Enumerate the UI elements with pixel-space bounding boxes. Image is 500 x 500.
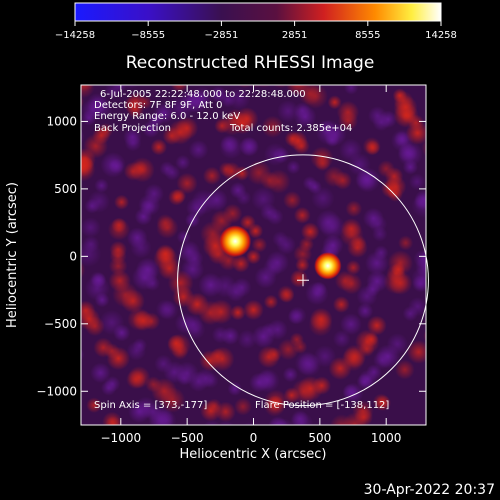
annotation-counts: Total counts: 2.385e+04 (229, 123, 352, 134)
x-tick-label: 0 (250, 431, 258, 445)
x-tick-label: 500 (308, 431, 331, 445)
annotation-detectors: Detectors: 7F 8F 9F, Att 0 (94, 100, 222, 111)
chart-title: Reconstructed RHESSI Image (126, 53, 375, 73)
axis-ticks: −1000 −500 0 500 1000 −1000 −500 0 500 1000 (36, 85, 426, 445)
colorbar-tick-label: 8555 (355, 30, 380, 41)
colorbar-tick-label: −8555 (131, 30, 165, 41)
y-tick-label: −1000 (36, 384, 77, 398)
y-tick-label: −500 (44, 317, 77, 331)
flare-source (314, 252, 342, 280)
annotation-spin-axis: Spin Axis = [373,-177] (94, 400, 207, 411)
sun-center-marker (296, 274, 309, 287)
x-tick-label: −500 (171, 431, 204, 445)
colorbar (74, 2, 442, 22)
colorbar-ticks: −14258 −8555 −2851 2851 8555 14258 (55, 21, 457, 41)
x-tick-label: 1000 (371, 431, 402, 445)
colorbar-tick-label: −14258 (55, 30, 95, 41)
y-axis-label: Heliocentric Y (arcsec) (5, 182, 20, 328)
annotation-flare-position: Flare Position = [-138,112] (255, 400, 389, 411)
plot-timestamp: 30-Apr-2022 20:37 (363, 482, 495, 498)
x-tick-label: −1000 (101, 431, 142, 445)
flare-source (219, 225, 252, 258)
annotation-time-range: 6-Jul-2005 22:22:48.000 to 22:28:48.000 (100, 89, 306, 100)
colorbar-tick-label: 14258 (425, 30, 457, 41)
annotation-energy: Energy Range: 6.0 - 12.0 keV (94, 111, 240, 122)
y-tick-label: 1000 (46, 114, 77, 128)
annotation-method: Back Projection (94, 123, 171, 134)
solar-limb (177, 154, 429, 407)
y-tick-label: 0 (69, 249, 77, 263)
x-axis-label: Heliocentric X (arcsec) (180, 447, 327, 462)
y-tick-label: 500 (54, 182, 77, 196)
colorbar-tick-label: −2851 (204, 30, 238, 41)
colorbar-tick-label: 2851 (282, 30, 307, 41)
image-map (81, 85, 426, 425)
